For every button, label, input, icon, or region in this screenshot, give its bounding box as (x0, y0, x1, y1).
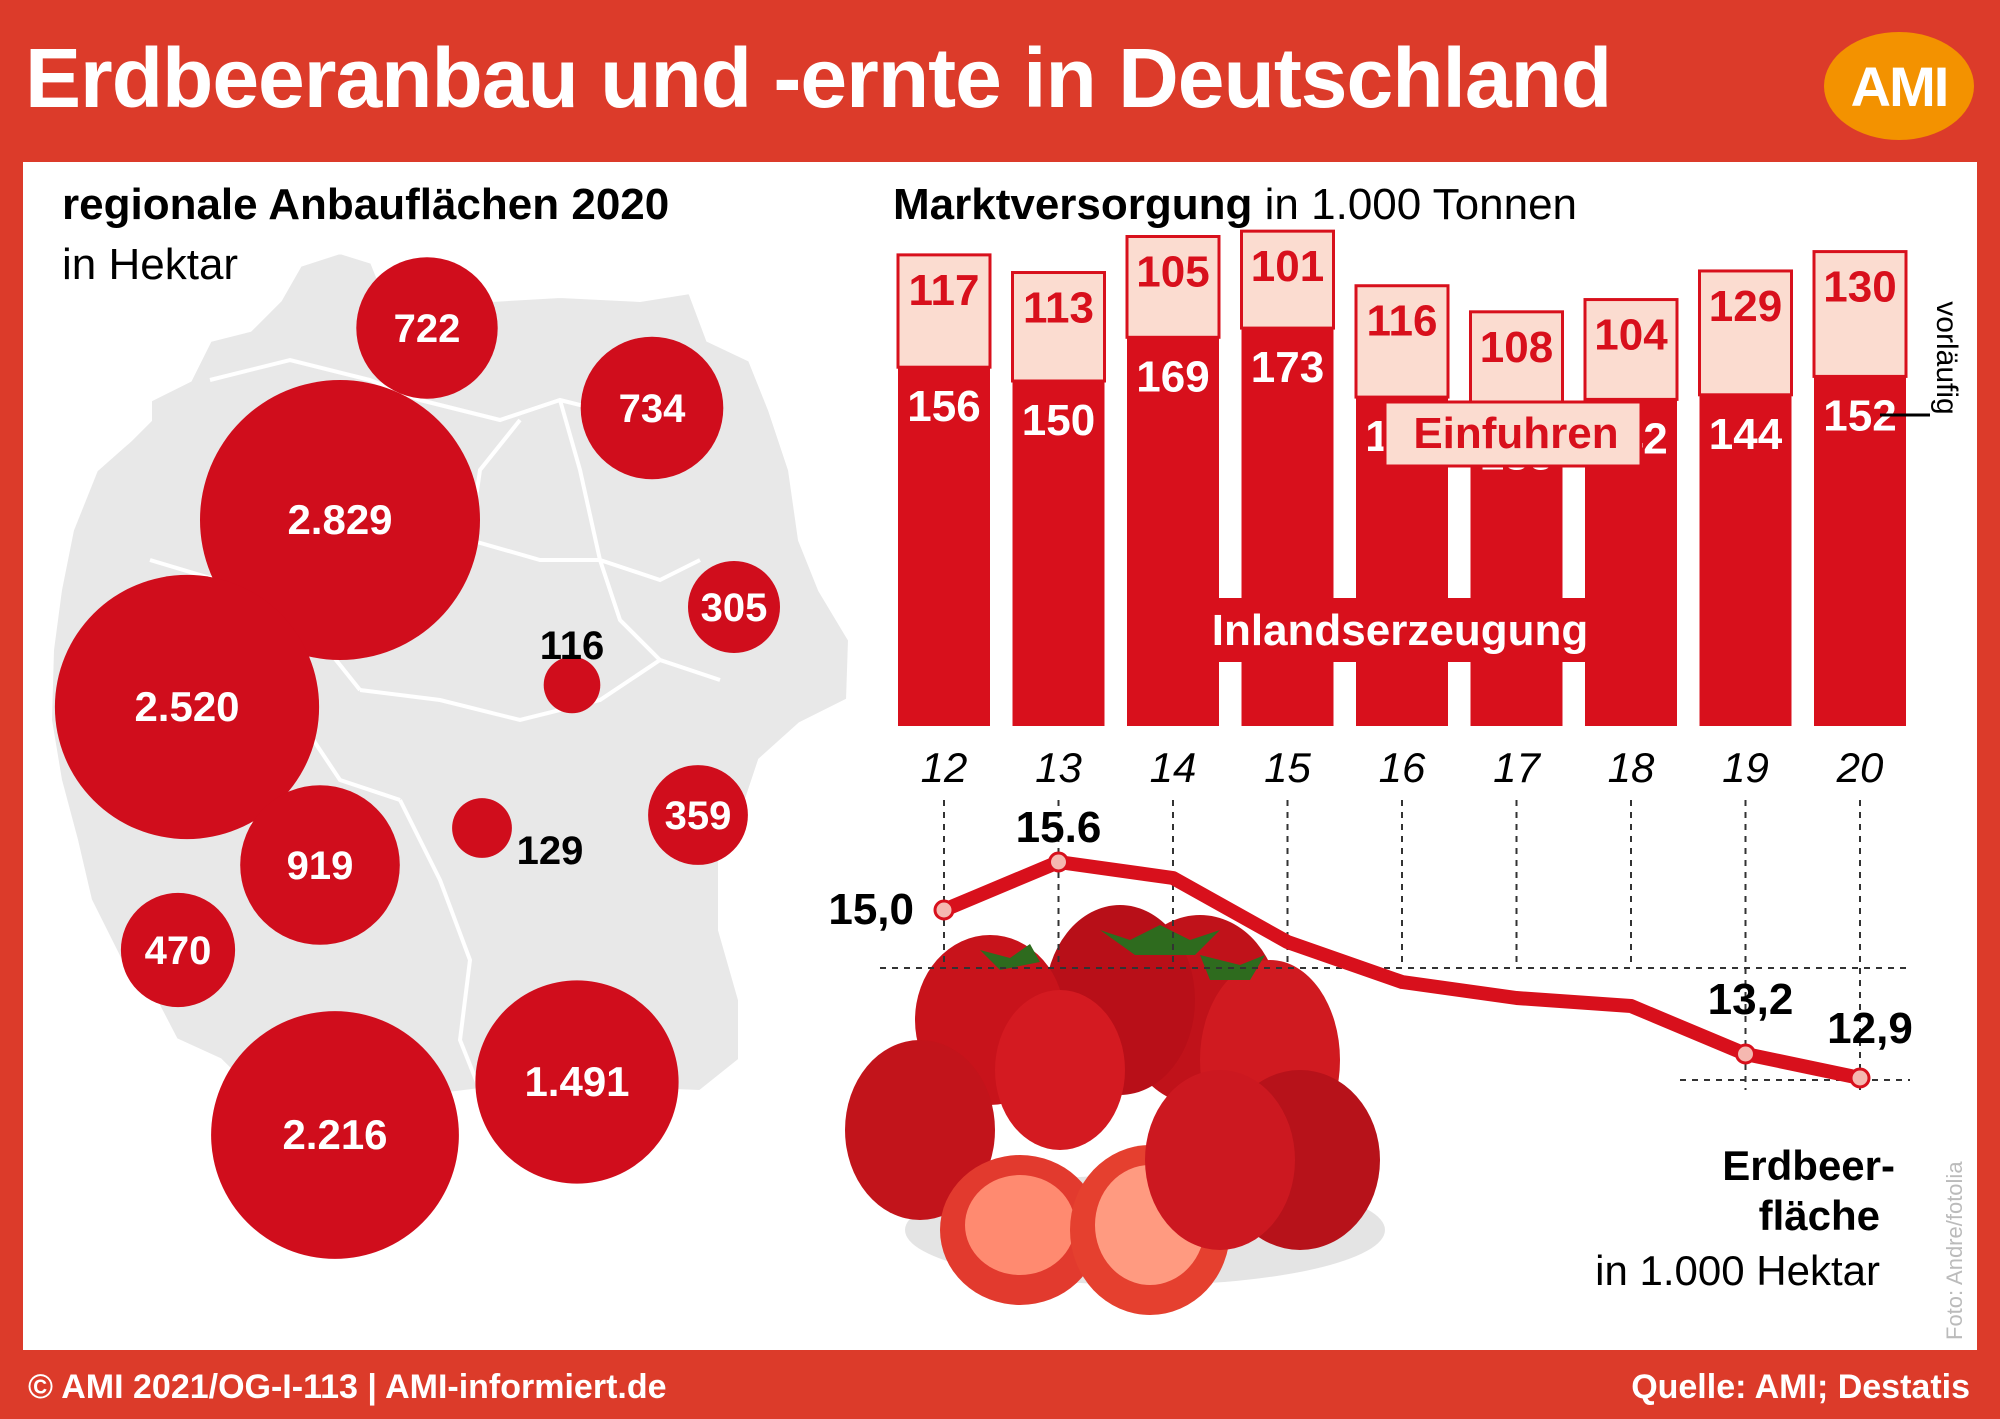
bar-chart-heading: Marktversorgung in 1.000 Tonnen (893, 180, 1577, 230)
bar-imports (1812, 250, 1908, 378)
bar-category-label: 19 (1722, 744, 1769, 791)
region-value-label: 470 (145, 929, 212, 973)
bar-imports (1698, 269, 1793, 397)
bar-domestic (1012, 381, 1105, 726)
bar-category-label: 13 (1035, 744, 1082, 791)
page-title: Erdbeeranbau und -ernte in Deutschland (25, 31, 1612, 125)
region-bubble (452, 798, 512, 858)
photo-credit: Foto: Andre/fotolia (1942, 1161, 1967, 1340)
legend-inlandserzeugung: Inlandserzeugung (1212, 606, 1588, 655)
region-value-label: 734 (619, 387, 686, 431)
line-title-2: fläche (1759, 1192, 1880, 1239)
bar-imports (1583, 298, 1679, 401)
bar-category-label: 16 (1379, 744, 1426, 791)
line-value-label: 15.6 (1016, 803, 1102, 852)
line-value-label: 13,2 (1708, 975, 1794, 1024)
footer-source: Quelle: AMI; Destatis (1631, 1368, 1970, 1406)
region-bubble (580, 336, 724, 480)
strawberry-illustration (845, 905, 1385, 1315)
line-point (1849, 1067, 1871, 1089)
legend-box-inlandserzeugung: Inlandserzeugung (1190, 598, 1610, 662)
bar-domestic (1699, 394, 1792, 726)
area-line (937, 855, 1867, 1085)
line-labels: 15,0 15.6 13,2 12,9 (828, 803, 1912, 1053)
map-subtitle: in Hektar (62, 240, 239, 289)
line-point (1048, 851, 1069, 873)
bar-imports-label: 117 (909, 266, 980, 315)
bar-imports (1011, 271, 1106, 383)
bar-imports-label: 129 (1709, 282, 1782, 331)
region-bubble (356, 257, 498, 399)
bar-imports (1125, 235, 1221, 339)
region-bubble (648, 765, 748, 865)
bar-imports-label: 104 (1594, 311, 1668, 360)
line-unit: in 1.000 Hektar (1595, 1247, 1880, 1294)
region-bubble (688, 561, 780, 653)
bar-category-labels: 12 13 14 15 16 17 18 19 20 (921, 744, 1884, 791)
footer-copyright: © AMI 2021/OG-I-113 | AMI-informiert.de (28, 1368, 667, 1406)
bar-domestic-label: 169 (1136, 352, 1209, 401)
bar-domestic-label: 156 (907, 382, 980, 431)
ami-logo: AMI (1824, 32, 1974, 140)
bar-domestic-label: 150 (1022, 396, 1095, 445)
region-value-label: 722 (394, 307, 461, 351)
bar-imports (1354, 284, 1450, 399)
bar-chart-unit: in 1.000 Tonnen (1264, 180, 1578, 229)
region-bubble (211, 1011, 459, 1259)
region-bubble (240, 785, 400, 945)
region-value-label: 359 (665, 794, 732, 838)
preliminary-label: vorläufig (1930, 301, 1963, 414)
region-value-label: 1.491 (524, 1058, 629, 1105)
bar-imports-label: 105 (1136, 248, 1209, 297)
region-value-label: 919 (287, 844, 354, 888)
bar-imports-label: 108 (1480, 323, 1553, 372)
line-value-label: 12,9 (1827, 1004, 1913, 1053)
bar-domestic (1814, 376, 1906, 726)
region-bubble (475, 980, 679, 1184)
map-title: regionale Anbauflächen 2020 (62, 180, 670, 229)
map-bubbles: 722 734 2.829 2.520 305 116 919 129 359 470 2.216 1… (54, 257, 780, 1259)
bar-category-label: 12 (921, 744, 968, 791)
bar-category-label: 15 (1264, 744, 1311, 791)
bar-chart-title: Marktversorgung (893, 180, 1253, 229)
region-value-label: 2.520 (134, 683, 239, 730)
line-point (933, 899, 955, 921)
bar-category-label: 18 (1608, 744, 1655, 791)
region-value-label: 305 (701, 586, 768, 630)
bar-domestic-label: 173 (1251, 343, 1324, 392)
bar-series: 1171561131501051691011731161431081351041… (896, 229, 1908, 726)
strawberry-area-chart: 15,0 15.6 13,2 12,9 Erdbeer- fläche in 1.00… (828, 800, 1913, 1294)
line-points (933, 851, 1871, 1089)
bar-imports-label: 130 (1823, 263, 1896, 312)
region-bubble (200, 380, 480, 660)
region-value-label: 2.829 (287, 496, 392, 543)
bar-imports-label: 101 (1251, 242, 1324, 291)
legend-einfuhren: Einfuhren (1413, 409, 1618, 458)
bar-imports (896, 253, 992, 369)
bar-category-label: 20 (1836, 744, 1884, 791)
region-value-label: 116 (540, 624, 605, 668)
region-value-label: 129 (517, 829, 584, 873)
bar-domestic-label: 144 (1709, 410, 1783, 459)
region-bubble (120, 892, 236, 1008)
region-value-label: 2.216 (282, 1111, 387, 1158)
bar-category-label: 17 (1493, 744, 1541, 791)
bar-imports-label: 116 (1367, 297, 1438, 346)
legend-box-einfuhren: Einfuhren (1383, 400, 1643, 468)
market-supply-chart: 1171561131501051691011731161431081351041… (896, 229, 1963, 791)
bar-domestic (898, 367, 990, 726)
line-title-1: Erdbeer- (1722, 1142, 1895, 1189)
bar-category-label: 14 (1150, 744, 1197, 791)
line-point (1735, 1043, 1756, 1065)
region-bubble (54, 574, 320, 840)
line-value-label: 15,0 (828, 885, 914, 934)
region-bubble (543, 656, 601, 714)
bar-imports-label: 113 (1023, 284, 1094, 333)
